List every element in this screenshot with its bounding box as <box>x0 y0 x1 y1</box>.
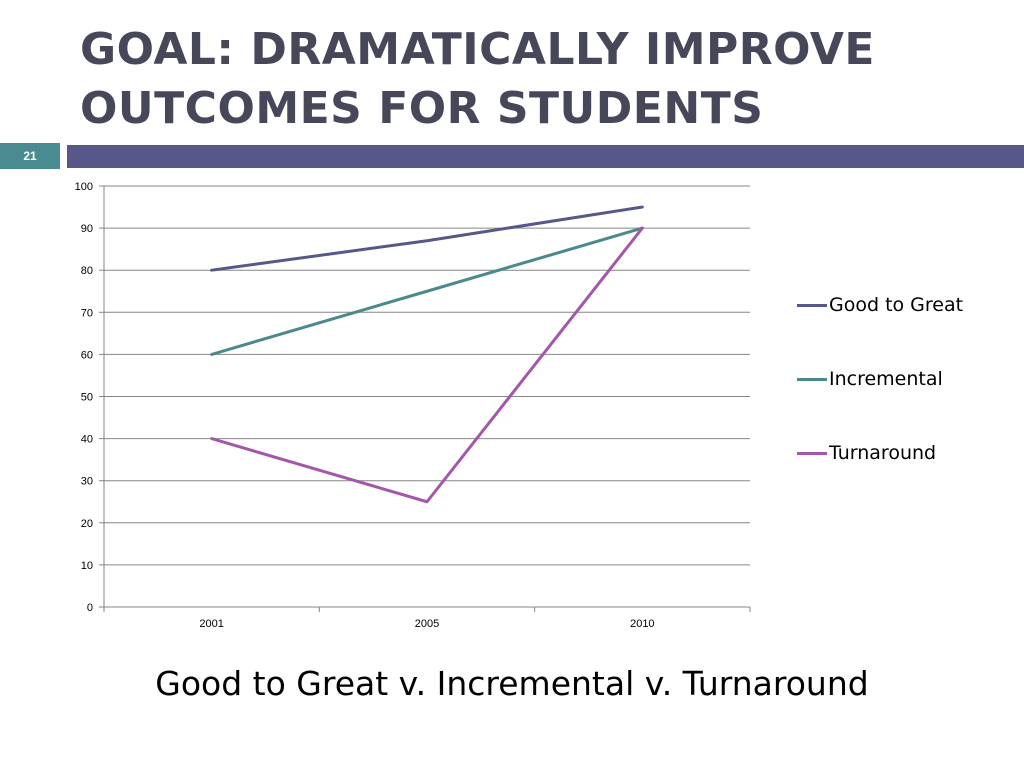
x-axis-tick-labels: 2001 2005 2010 <box>199 618 654 630</box>
y-tick-label: 40 <box>81 434 93 446</box>
legend-label: Incremental <box>829 368 943 390</box>
y-tick-label: 10 <box>81 560 93 572</box>
y-tick-label: 50 <box>81 392 93 404</box>
x-tick-label: 2001 <box>199 618 223 630</box>
legend-label: Turnaround <box>829 442 937 464</box>
legend-label: Good to Great <box>829 294 964 316</box>
title-accent-bar <box>67 145 1024 168</box>
y-tick-label: 0 <box>87 602 93 614</box>
chart-axes <box>99 185 751 612</box>
series-line-good-to-great <box>210 205 644 272</box>
x-tick-label: 2005 <box>415 618 439 630</box>
chart-gridlines <box>104 185 750 566</box>
slide-title-line-2: OUTCOMES FOR STUDENTS <box>80 83 764 134</box>
slide-title-line-1: GOAL: DRAMATICALLY IMPROVE <box>80 24 875 75</box>
y-tick-label: 60 <box>81 349 93 361</box>
slide-title: GOAL: DRAMATICALLY IMPROVE OUTCOMES FOR … <box>80 20 980 138</box>
series-line-incremental <box>210 226 644 356</box>
y-axis-tick-labels: 0 10 20 30 40 50 60 70 80 90 100 <box>75 181 93 614</box>
y-tick-label: 90 <box>81 223 93 235</box>
y-tick-label: 30 <box>81 476 93 488</box>
slide-number-badge: 21 <box>0 143 60 169</box>
legend-swatch <box>797 378 827 381</box>
legend-swatch <box>797 452 827 455</box>
y-tick-label: 100 <box>75 181 93 193</box>
slide-caption: Good to Great v. Incremental v. Turnarou… <box>155 664 869 703</box>
legend-swatch <box>797 304 827 307</box>
chart-series <box>210 205 644 504</box>
x-tick-label: 2010 <box>630 618 654 630</box>
series-line-turnaround <box>210 226 644 504</box>
y-tick-label: 80 <box>81 265 93 277</box>
y-tick-label: 20 <box>81 518 93 530</box>
y-tick-label: 70 <box>81 307 93 319</box>
